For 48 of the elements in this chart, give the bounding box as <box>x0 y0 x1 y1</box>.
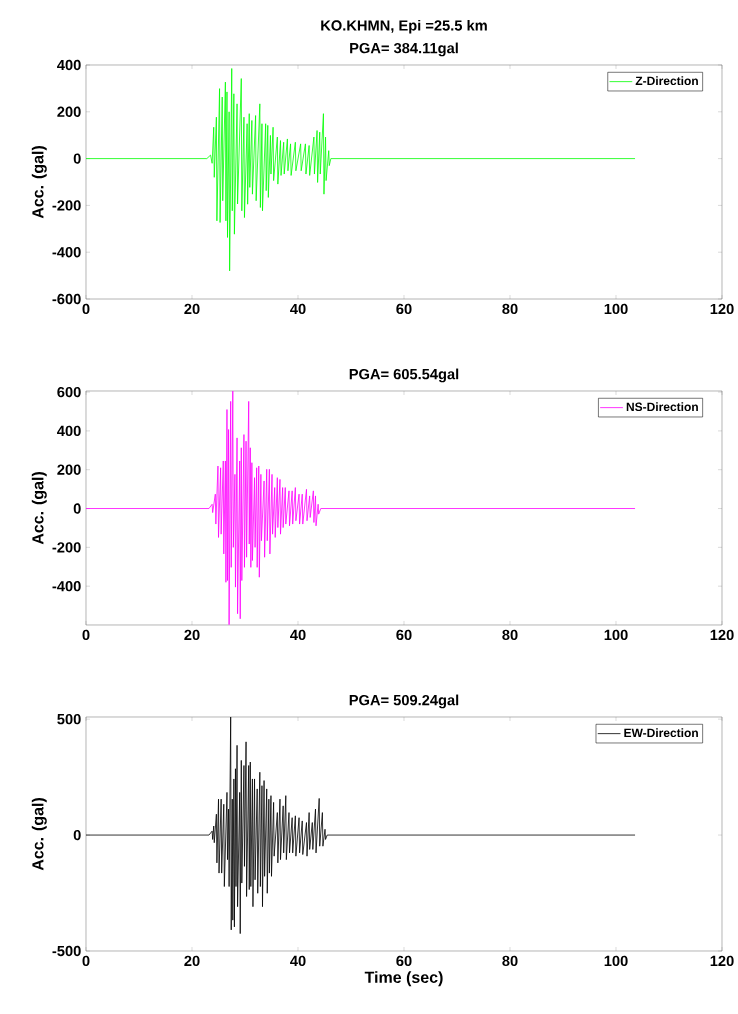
x-tick-label: 100 <box>604 629 628 641</box>
y-tick-label: -400 <box>52 580 81 592</box>
y-tick-label: 200 <box>57 464 81 475</box>
legend-label: EW-Direction <box>624 728 698 738</box>
y-tick-label: 400 <box>57 59 81 71</box>
x-tick-label: 120 <box>710 629 734 641</box>
x-tick-label: 0 <box>82 629 90 641</box>
y-tick-label: 0 <box>73 829 81 841</box>
y-tick-label: 600 <box>57 386 81 398</box>
x-tick-label: 60 <box>396 955 412 967</box>
x-tick-label: 120 <box>710 955 734 967</box>
x-tick-label: 100 <box>604 303 628 315</box>
y-tick-label: 0 <box>73 153 81 164</box>
y-tick-label: -500 <box>52 945 81 957</box>
x-tick-label: 40 <box>290 955 306 967</box>
y-tick-label: 400 <box>57 425 81 437</box>
x-tick-label: 80 <box>502 955 518 967</box>
chart-title: PGA= 605.54gal <box>349 368 459 383</box>
x-tick-label: 20 <box>184 955 200 967</box>
y-axis-title: Acc. (gal) <box>31 146 47 219</box>
x-tick-label: 100 <box>604 955 628 967</box>
y-axis-title: Acc. (gal) <box>31 798 47 871</box>
x-tick-label: 40 <box>290 629 306 641</box>
x-axis-title: Time (sec) <box>364 971 443 987</box>
x-tick-label: 0 <box>82 955 90 967</box>
x-tick-label: 60 <box>396 629 412 641</box>
line-series <box>86 68 636 272</box>
x-tick-label: 60 <box>396 303 412 315</box>
chart-title: KO.KHMN, Epi =25.5 km <box>321 19 487 34</box>
y-tick-label: 500 <box>57 713 81 725</box>
x-tick-label: 0 <box>82 303 90 315</box>
x-tick-label: 20 <box>184 303 200 315</box>
legend-label: NS-Direction <box>626 402 698 412</box>
chart-title: PGA= 509.24gal <box>349 694 459 709</box>
y-axis-title: Acc. (gal) <box>31 472 47 545</box>
x-tick-label: 20 <box>184 629 200 641</box>
x-tick-label: 40 <box>290 303 306 315</box>
x-tick-label: 120 <box>710 303 734 315</box>
y-tick-label: -400 <box>52 247 81 258</box>
y-tick-label: -200 <box>52 542 81 553</box>
x-tick-label: 80 <box>502 629 518 641</box>
y-tick-label: 0 <box>73 503 81 514</box>
y-tick-label: -200 <box>52 200 81 211</box>
x-tick-label: 80 <box>502 303 518 315</box>
y-tick-label: -600 <box>52 293 81 305</box>
y-tick-label: 200 <box>57 106 81 117</box>
legend-label: Z-Direction <box>635 76 698 86</box>
chart-subtitle: PGA= 384.11gal <box>350 42 458 57</box>
